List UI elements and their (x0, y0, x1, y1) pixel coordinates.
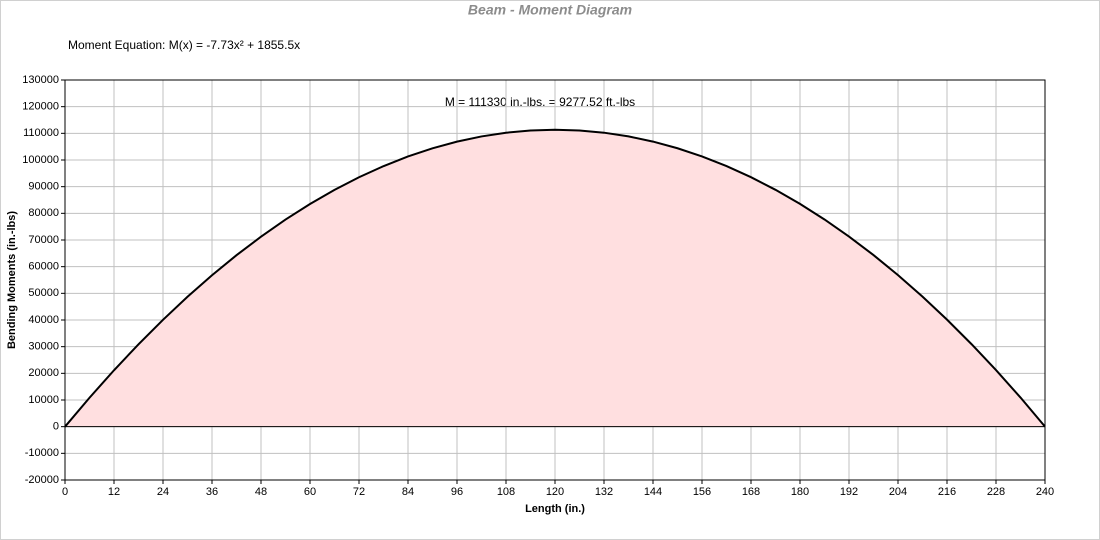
y-tick-label: 90000 (28, 181, 59, 193)
max-annotation: M = 111330 in.-lbs. = 9277.52 ft.-lbs (445, 95, 635, 109)
x-tick-label: 24 (157, 486, 169, 498)
x-tick-label: 180 (791, 486, 809, 498)
y-tick-label: -10000 (25, 447, 59, 459)
x-tick-label: 36 (206, 486, 218, 498)
y-tick-label: 60000 (28, 261, 59, 273)
x-tick-label: 132 (595, 486, 613, 498)
x-tick-label: 156 (693, 486, 711, 498)
x-tick-label: 96 (451, 486, 463, 498)
y-tick-label: 20000 (28, 367, 59, 379)
x-tick-label: 168 (742, 486, 760, 498)
x-tick-label: 108 (497, 486, 515, 498)
y-tick-label: 130000 (22, 74, 59, 86)
y-tick-label: 110000 (23, 127, 59, 139)
x-tick-label: 240 (1036, 486, 1054, 498)
x-tick-label: 204 (889, 486, 907, 498)
y-tick-label: 0 (53, 421, 59, 433)
x-tick-label: 192 (840, 486, 858, 498)
equation-annotation: Moment Equation: M(x) = -7.73x² + 1855.5… (68, 38, 300, 52)
x-tick-label: 216 (938, 486, 956, 498)
y-axis-label: Bending Moments (in.-lbs) (6, 211, 18, 349)
y-tick-label: 30000 (28, 341, 59, 353)
x-tick-label: 120 (546, 486, 564, 498)
x-tick-label: 12 (108, 486, 120, 498)
x-tick-label: 60 (304, 486, 316, 498)
y-tick-label: 120000 (22, 101, 59, 113)
moment-line (64, 128, 1046, 428)
y-tick-label: 50000 (28, 287, 59, 299)
x-axis-label: Length (in.) (525, 503, 585, 515)
y-tick-label: 10000 (28, 394, 59, 406)
y-tick-label: 40000 (28, 314, 59, 326)
y-tick-label: 70000 (28, 234, 59, 246)
x-tick-label: 228 (987, 486, 1005, 498)
x-tick-label: 0 (62, 486, 68, 498)
chart-title: Beam - Moment Diagram (468, 2, 632, 18)
y-tick-label: 100000 (22, 154, 59, 166)
x-tick-label: 72 (353, 486, 365, 498)
y-tick-label: 80000 (28, 207, 59, 219)
x-tick-label: 84 (402, 486, 414, 498)
y-tick-label: -20000 (25, 474, 59, 486)
x-tick-label: 48 (255, 486, 267, 498)
x-tick-label: 144 (644, 486, 662, 498)
plot-border (64, 79, 1046, 481)
